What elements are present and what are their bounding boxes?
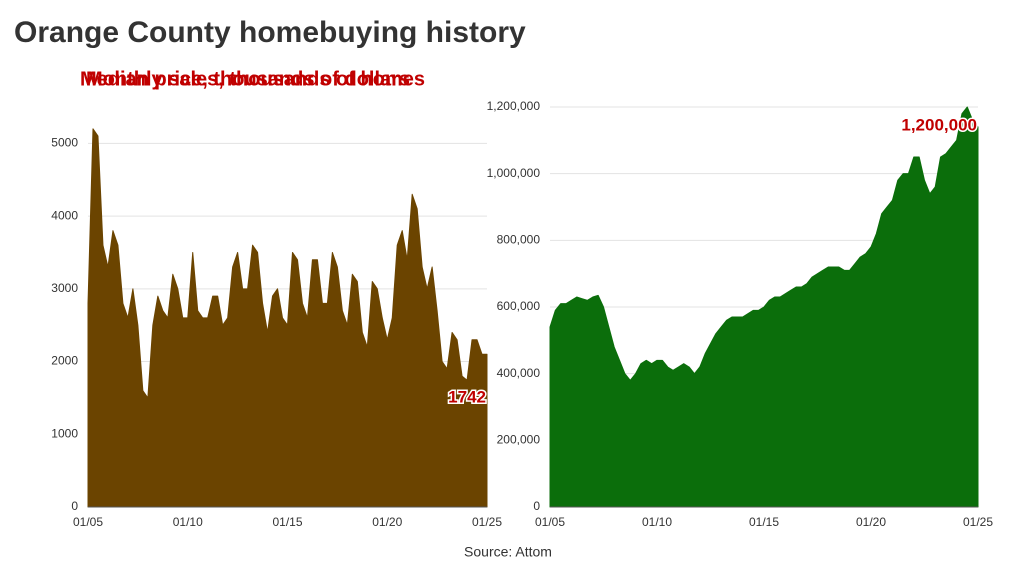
y-tick-label: 0 <box>71 499 78 513</box>
x-tick-label: 01/20 <box>372 515 402 529</box>
y-tick-label: 2000 <box>51 354 78 368</box>
y-tick-label: 5000 <box>51 136 78 150</box>
source: Source: Attom <box>464 544 552 560</box>
x-tick-label: 01/15 <box>272 515 302 529</box>
annotation: 1742 <box>448 387 486 406</box>
x-tick-label: 01/15 <box>749 515 779 529</box>
area <box>549 106 979 508</box>
y-tick-label: 400,000 <box>497 366 541 380</box>
annotation: 1,200,000 <box>901 115 977 134</box>
y-tick-label: 200,000 <box>497 433 541 447</box>
y-tick-label: 4000 <box>51 208 78 222</box>
chart-title: Monthly sales, thousands of homes <box>86 68 425 90</box>
y-tick-label: 800,000 <box>497 233 541 247</box>
x-tick-label: 01/25 <box>472 515 502 529</box>
y-tick-label: 600,000 <box>497 299 541 313</box>
y-tick-label: 1000 <box>51 426 78 440</box>
x-tick-label: 01/05 <box>73 515 103 529</box>
y-tick-label: 0 <box>533 499 540 513</box>
x-tick-label: 01/25 <box>963 515 993 529</box>
x-tick-label: 01/20 <box>856 515 886 529</box>
y-tick-label: 1,200,000 <box>487 99 541 113</box>
chart-title: Median price, thousands of dollars <box>80 68 410 90</box>
x-tick-label: 01/05 <box>535 515 565 529</box>
area <box>87 128 488 508</box>
x-tick-label: 01/10 <box>173 515 203 529</box>
y-tick-label: 1,000,000 <box>487 166 541 180</box>
y-tick-label: 3000 <box>51 281 78 295</box>
x-tick-label: 01/10 <box>642 515 672 529</box>
page-title: Orange County homebuying history <box>14 16 526 49</box>
